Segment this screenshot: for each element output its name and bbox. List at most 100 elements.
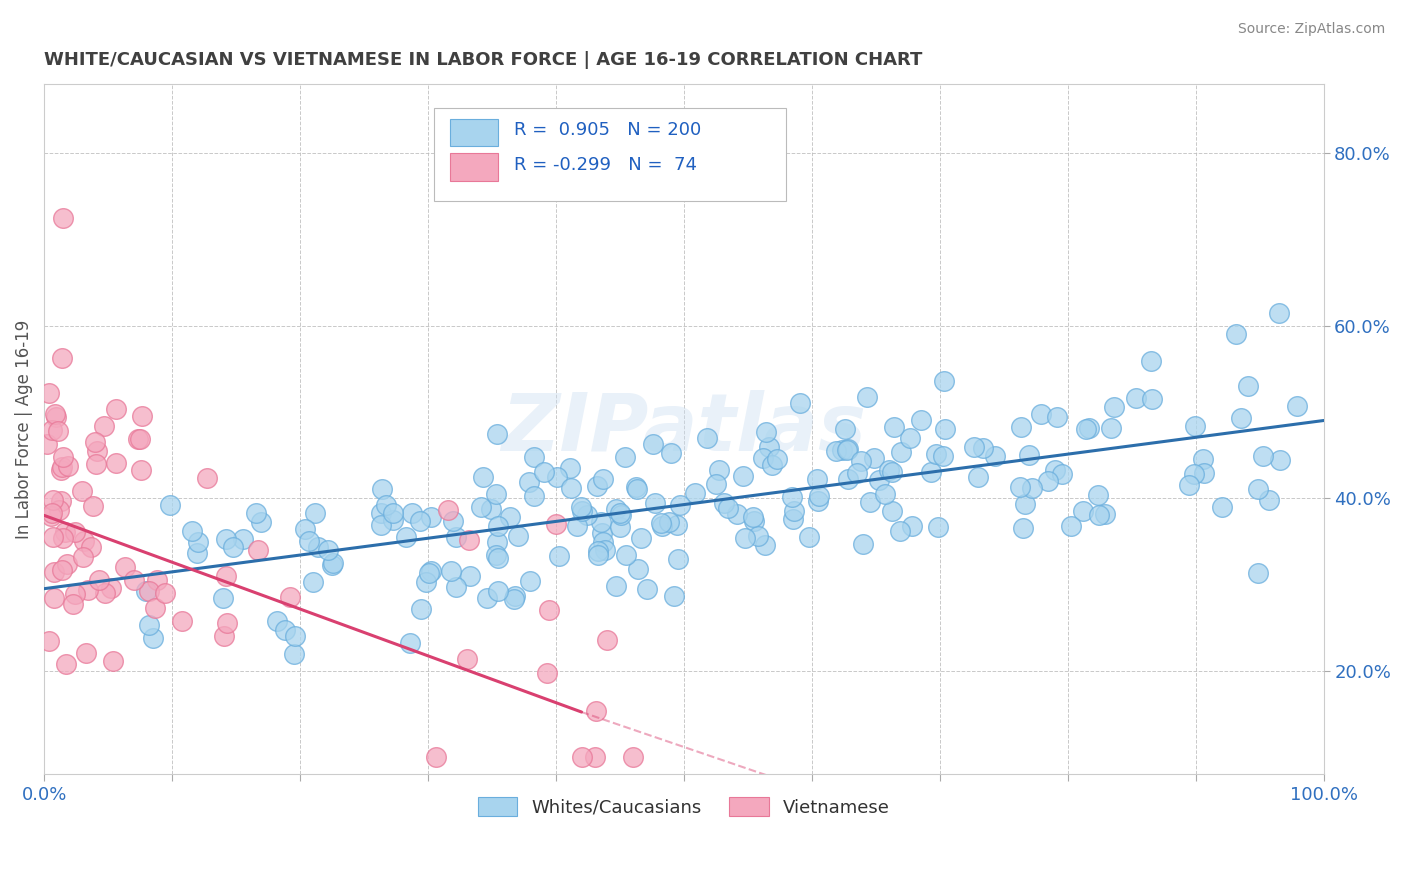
Point [1078,421,1101,435]
Point [52,531,75,545]
Point [39,508,62,523]
Point [485,548,508,562]
Point [93,419,115,434]
Point [425,750,447,764]
Point [621,750,644,764]
Point [880,504,903,518]
Point [41,423,63,437]
Point [506,529,529,543]
Point [80,540,103,554]
Point [927,520,949,534]
Point [1031,407,1053,421]
Point [963,440,986,454]
Point [627,562,650,576]
Point [411,602,433,616]
Point [696,431,718,445]
Point [537,603,560,617]
Point [1139,354,1161,368]
Point [1046,409,1069,424]
Point [658,515,681,529]
Point [569,500,592,515]
Point [849,454,872,468]
Point [898,431,921,445]
Point [215,532,238,546]
Point [131,409,153,423]
Point [470,500,492,514]
Point [605,579,627,593]
Text: Source: ZipAtlas.com: Source: ZipAtlas.com [1237,22,1385,37]
Point [283,647,305,661]
Point [38,634,60,648]
Point [863,450,886,465]
Point [322,556,344,570]
Point [846,466,869,480]
Point [536,666,558,681]
Point [215,568,238,582]
Point [565,518,588,533]
Point [127,432,149,446]
Point [831,443,853,458]
Point [266,614,288,628]
Point [1268,306,1291,320]
Point [900,519,922,533]
Text: R =  0.905   N = 200: R = 0.905 N = 200 [513,121,702,139]
Point [624,480,647,494]
Point [725,507,748,521]
Point [249,515,271,529]
Point [592,535,614,549]
Point [761,458,783,472]
Point [381,513,404,527]
Point [1021,481,1043,495]
Point [82,500,104,514]
Point [395,530,418,544]
Point [1060,519,1083,533]
Point [419,564,441,578]
Point [717,501,740,516]
Point [1018,448,1040,462]
Point [440,564,463,578]
Point [245,506,267,520]
Point [1257,493,1279,508]
Point [806,472,828,486]
Point [38,386,60,401]
Point [1102,401,1125,415]
Point [747,529,769,543]
Text: R = -0.299   N =  74: R = -0.299 N = 74 [513,156,697,174]
Point [868,473,890,487]
Point [856,391,879,405]
Y-axis label: In Labor Force | Age 16-19: In Labor Force | Age 16-19 [15,319,32,539]
Point [626,482,648,496]
Point [858,494,880,508]
Point [186,546,208,560]
Point [782,504,804,518]
Point [503,590,526,604]
Point [42,565,65,579]
Point [100,582,122,596]
Point [72,533,94,548]
Point [129,433,152,447]
Point [834,422,856,436]
Point [1191,452,1213,467]
Point [232,532,254,546]
Point [585,704,607,718]
Point [486,551,509,566]
Point [1125,391,1147,405]
Point [592,471,614,485]
Point [754,425,776,439]
Point [86,443,108,458]
Point [882,465,904,479]
Point [437,503,460,517]
Point [485,487,508,501]
Point [546,470,568,484]
Point [129,463,152,477]
Point [588,548,610,562]
Point [138,583,160,598]
Point [1182,467,1205,481]
Point [571,504,593,518]
Point [934,421,956,435]
Point [889,524,911,538]
Point [104,456,127,470]
Point [503,592,526,607]
Point [644,496,666,510]
Point [84,458,107,472]
